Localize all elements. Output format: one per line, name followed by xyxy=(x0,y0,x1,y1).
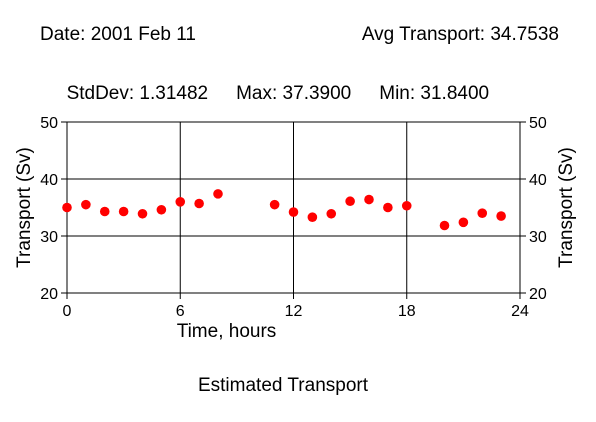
data-point xyxy=(62,202,72,213)
y-tick-label-left: 50 xyxy=(40,115,58,132)
x-tick-label: 0 xyxy=(63,303,72,320)
data-point xyxy=(118,206,129,217)
stats-row: StdDev: 1.31482 Max: 37.3900 Min: 31.8400 xyxy=(56,65,517,103)
y-axis-label-left: Transport (Sv) xyxy=(14,147,35,268)
data-point xyxy=(496,211,506,221)
x-tick-label: 6 xyxy=(176,303,185,320)
chart-caption: Estimated Transport xyxy=(197,375,369,396)
data-point xyxy=(345,196,355,207)
data-point xyxy=(156,204,167,215)
y-tick-label-right: 40 xyxy=(529,172,547,189)
data-point xyxy=(326,208,337,219)
y-tick-label-right: 20 xyxy=(529,286,547,303)
data-point xyxy=(458,217,469,228)
y-tick-label-left: 40 xyxy=(40,172,58,189)
stddev-label: StdDev: 1.31482 xyxy=(66,83,209,104)
x-tick-label: 18 xyxy=(398,303,416,320)
x-axis-label: Time, hours xyxy=(177,321,277,342)
data-point xyxy=(99,206,110,217)
data-point xyxy=(288,207,299,217)
y-tick-label-left: 20 xyxy=(40,286,58,303)
avg-transport-label: Avg Transport: 34.7538 xyxy=(361,24,559,45)
data-point xyxy=(477,208,488,218)
data-point xyxy=(269,199,280,210)
data-point xyxy=(307,212,318,222)
data-point xyxy=(364,194,374,205)
data-point xyxy=(383,202,393,213)
y-tick-label-right: 30 xyxy=(529,229,547,246)
x-tick-label: 24 xyxy=(511,303,529,320)
y-tick-label-left: 30 xyxy=(40,229,58,246)
data-point xyxy=(137,208,148,219)
data-point xyxy=(194,198,204,209)
data-point xyxy=(439,220,450,231)
y-axis-label-right: Transport (Sv) xyxy=(556,147,577,268)
data-point xyxy=(175,197,186,207)
data-point xyxy=(213,189,223,199)
point-layer xyxy=(62,189,506,231)
max-label: Max: 37.3900 xyxy=(236,83,352,104)
date-label: Date: 2001 Feb 11 xyxy=(40,24,196,45)
x-tick-label: 12 xyxy=(285,303,303,320)
data-point xyxy=(81,199,91,210)
min-label: Min: 31.8400 xyxy=(379,83,490,104)
data-point xyxy=(401,200,412,211)
y-tick-label-right: 50 xyxy=(529,115,547,132)
